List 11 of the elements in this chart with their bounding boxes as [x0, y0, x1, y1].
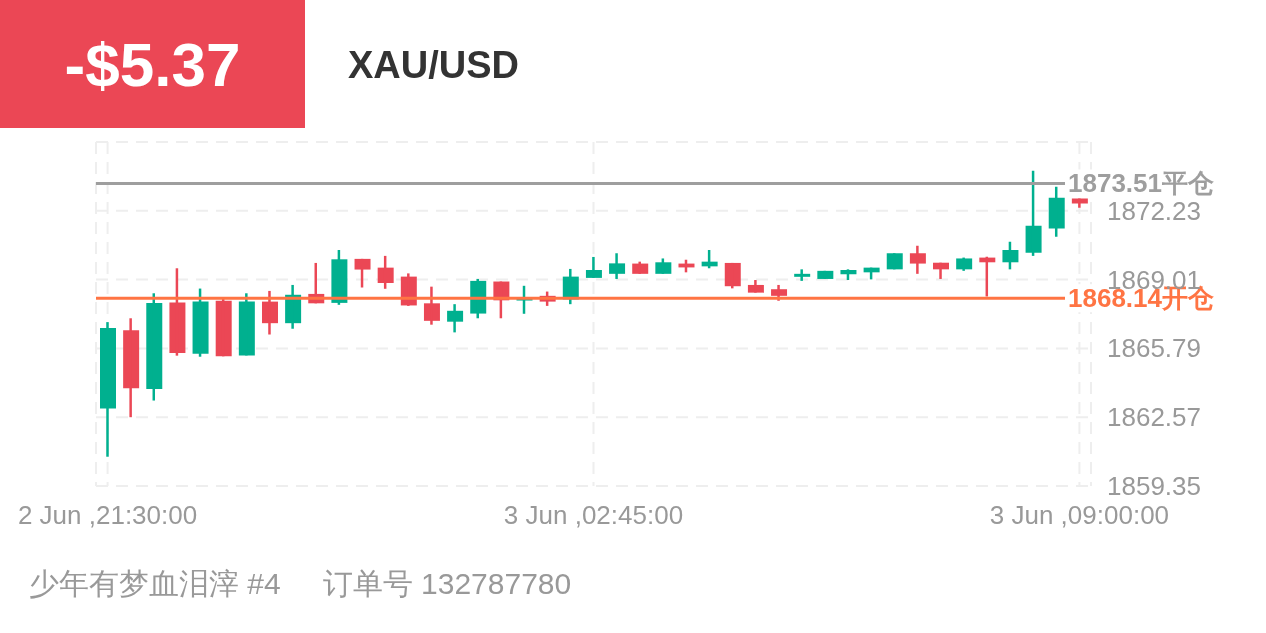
candlestick [354, 257, 371, 289]
x-tick-label: 3 Jun ,02:45:00 [503, 500, 684, 530]
y-tick-label: 1862.57 [1107, 402, 1201, 433]
x-tick-label: 3 Jun ,09:00:00 [989, 500, 1170, 530]
chart-title: XAU/USD [348, 44, 520, 86]
text: 订单号 132787780 [322, 566, 572, 602]
y-tick-label: 1859.35 [1107, 471, 1201, 501]
y-tick-label: 1865.79 [1107, 333, 1201, 364]
text: 少年有梦血泪滓 #4 [29, 566, 281, 602]
chart-subtitle: -$5.37 [64, 28, 241, 100]
x-tick-label: 2 Jun ,21:30:00 [17, 500, 198, 530]
